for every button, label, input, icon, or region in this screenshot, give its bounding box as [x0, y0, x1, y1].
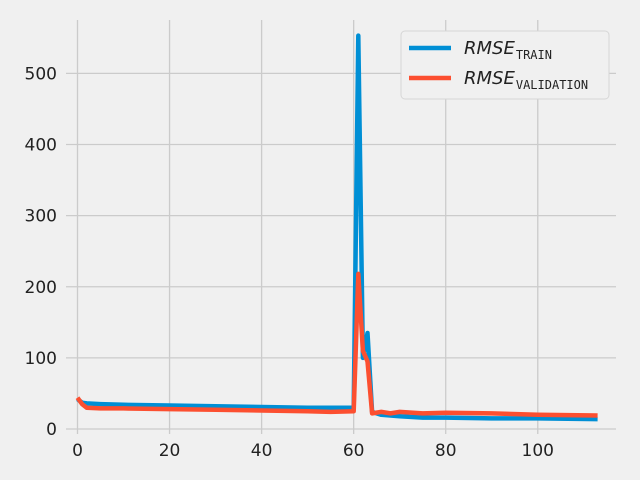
series-line-train [76, 33, 598, 422]
x-tick-label: 100 [522, 441, 554, 461]
legend-main-label: RMSE [464, 68, 515, 89]
legend-sub-label: TRAIN [516, 48, 552, 62]
series-lines [75, 33, 598, 422]
legend-entry-train: RMSETRAIN [464, 38, 552, 62]
legend-main-label: RMSE [464, 38, 515, 59]
x-tick-label: 40 [251, 441, 273, 461]
legend-sub-label: VALIDATION [516, 78, 588, 92]
x-tick-label: 60 [343, 441, 365, 461]
y-tick-label: 300 [25, 207, 57, 227]
tick-labels: 0 20 40 60 80 100 0 100 200 300 400 500 [25, 64, 554, 461]
y-tick-label: 500 [25, 64, 57, 84]
y-tick-label: 400 [25, 135, 57, 155]
series-line-validation [75, 271, 598, 418]
legend-entry-validation: RMSEVALIDATION [464, 68, 588, 92]
y-tick-label: 100 [25, 349, 57, 369]
x-tick-label: 0 [72, 441, 83, 461]
y-tick-label: 0 [46, 420, 57, 440]
x-tick-label: 80 [435, 441, 457, 461]
x-tick-label: 20 [159, 441, 181, 461]
legend-box [400, 30, 610, 100]
y-tick-label: 200 [25, 278, 57, 298]
